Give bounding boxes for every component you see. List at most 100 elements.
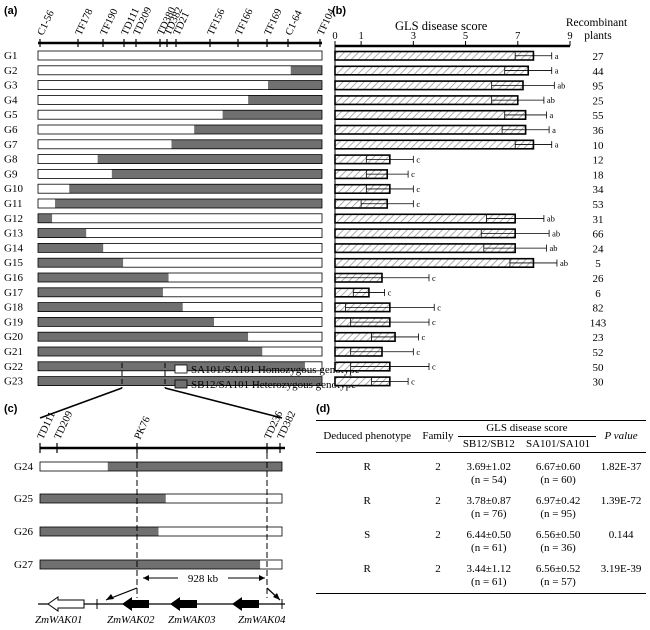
segment-homozygous	[103, 243, 322, 253]
segment-homozygous	[38, 184, 70, 194]
significance-letter: ab	[550, 243, 558, 253]
cell-empty	[596, 542, 646, 555]
significance-letter: ab	[547, 95, 555, 105]
segment-homozygous	[38, 65, 291, 75]
segment-outline	[37, 50, 323, 61]
cell-sb-n: (n = 54)	[471, 474, 507, 486]
fine-genotype-rows: G24 G25 G26 G27	[14, 461, 283, 571]
cell-empty	[596, 508, 646, 521]
x-tick-label: 3	[411, 31, 416, 42]
segment-heterozygous	[107, 462, 282, 471]
cell-sa-n: (n = 60)	[540, 474, 576, 486]
line-label: G22	[4, 361, 23, 373]
cell-empty	[418, 576, 458, 594]
significance-letter: c	[432, 273, 436, 283]
significance-letter: c	[437, 302, 441, 312]
gene-label: ZmWAK04	[238, 614, 286, 626]
segment-homozygous	[38, 95, 249, 105]
cell-sb-n: (n = 61)	[457, 576, 521, 594]
segment-homozygous	[38, 169, 112, 179]
segment-heterozygous	[222, 110, 322, 120]
recombinant-header-line1: Recombinant	[566, 17, 628, 29]
segment-homozygous	[260, 560, 282, 569]
recombinant-count: 66	[593, 229, 605, 241]
line-label: G19	[4, 316, 23, 328]
line-label: G1	[4, 50, 17, 62]
significance-letter: a	[555, 66, 559, 76]
gene-track: ZmWAK01 ZmWAK02 ZmWAK03 ZmWAK04	[35, 587, 286, 626]
segment-heterozygous	[38, 287, 163, 297]
line-label: G4	[4, 94, 18, 106]
panel-label-b: (b)	[332, 5, 346, 17]
line-label: G17	[4, 287, 23, 299]
segment-homozygous	[38, 51, 322, 60]
gene-arrow-filled	[170, 597, 197, 611]
cell-p-value: 3.19E-39	[600, 563, 642, 575]
segment-homozygous	[38, 110, 223, 120]
gene-label: ZmWAK01	[35, 614, 83, 626]
panel-b-disease-chart: GLS disease score Recombinant plants 0 1 3…	[332, 17, 628, 389]
cell-sb-n: (n = 76)	[471, 508, 507, 520]
line-label: G2	[4, 65, 17, 77]
segment-heterozygous	[38, 347, 263, 356]
recombinant-count: 10	[593, 140, 605, 152]
panel-label-a: (a)	[4, 5, 18, 17]
panel-label-c: (c)	[4, 403, 18, 415]
cell-empty	[596, 576, 646, 594]
segment-outline	[37, 346, 323, 357]
legend-swatch-heterozygous	[174, 379, 188, 389]
segment-outline	[37, 154, 323, 165]
segment-outline	[37, 139, 323, 150]
significance-letter: c	[411, 169, 415, 179]
fine-line-label: G24	[14, 461, 33, 473]
gene-link-arrowhead	[106, 594, 114, 600]
significance-letter: ab	[552, 228, 560, 238]
significance-letter: a	[555, 140, 559, 150]
segment-outline	[37, 213, 323, 224]
line-label: G10	[4, 183, 23, 195]
segment-outline	[37, 198, 323, 209]
fine-dash-lines	[136, 453, 268, 598]
x-tick-label: 5	[463, 31, 468, 42]
line-label: G23	[4, 376, 23, 388]
fine-line-label: G25	[14, 493, 33, 505]
segment-outline	[37, 183, 323, 194]
marker-label: C1-56	[36, 9, 57, 37]
table-row-sample-size: (n = 76) (n = 95)	[316, 508, 646, 521]
header-score: GLS disease score	[457, 420, 597, 437]
segment-homozygous	[38, 199, 56, 208]
cell-family: 2	[435, 529, 441, 541]
table-row-sample-size: (n = 61) (n = 57)	[316, 576, 646, 594]
recombinant-count: 5	[595, 258, 601, 270]
segment-heterozygous	[38, 228, 87, 238]
table-row: R 2 3.44±1.12 6.56±0.52 3.19E-39	[316, 555, 646, 576]
cell-sb-score: 6.44±0.50	[466, 529, 512, 541]
segment-homozygous	[168, 273, 322, 282]
segment-heterozygous	[38, 273, 169, 282]
segment-heterozygous	[38, 332, 249, 342]
segment-heterozygous	[38, 317, 215, 327]
marker-label: TF190	[99, 7, 121, 37]
segment-outline	[37, 272, 323, 283]
segment-outline	[37, 109, 323, 120]
segment-heterozygous	[38, 302, 183, 312]
segment-outline	[37, 287, 323, 298]
significance-letter: c	[411, 376, 415, 386]
cell-p-value: 1.39E-72	[600, 495, 642, 507]
segment-outline	[39, 526, 283, 537]
line-label: G21	[4, 346, 23, 358]
segment-homozygous	[304, 361, 322, 371]
segment-homozygous	[165, 494, 282, 503]
segment-heterozygous	[40, 494, 166, 503]
segment-homozygous	[123, 258, 322, 268]
segment-homozygous	[86, 228, 322, 238]
fine-marker-label: PK76	[133, 415, 153, 441]
segment-homozygous	[38, 154, 98, 164]
segment-heterozygous	[38, 258, 124, 268]
segment-heterozygous	[38, 243, 104, 253]
cell-sa-score: 6.97±0.42	[535, 495, 581, 507]
line-label: G3	[4, 80, 18, 92]
